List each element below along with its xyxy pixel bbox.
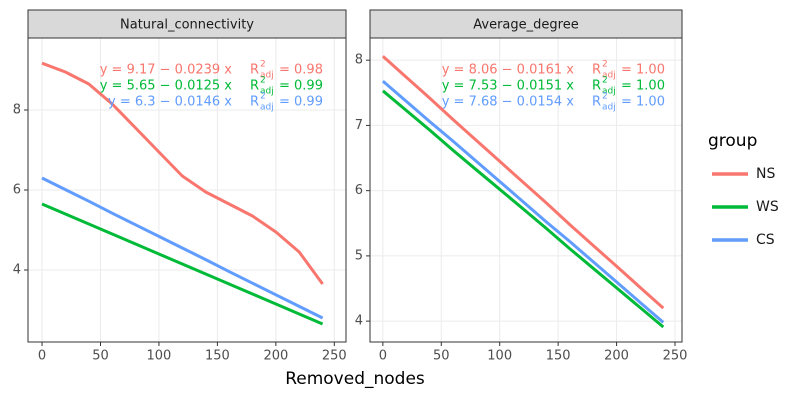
x-axis-label: Removed_nodes	[285, 369, 425, 389]
r2-value: = 0.99	[279, 79, 323, 94]
equation: y = 7.53 − 0.0151 x	[442, 79, 575, 94]
equation: y = 6.3 − 0.0146 x	[108, 95, 232, 110]
trend-line	[381, 55, 665, 310]
r2-symbol: R	[592, 95, 601, 110]
x-tick-label: 0	[379, 349, 387, 364]
x-tick-label: 250	[322, 349, 347, 364]
panel-title: Natural_connectivity	[120, 18, 254, 33]
r2-sub: adj	[260, 71, 274, 81]
panel-border	[369, 37, 683, 343]
r2-value: = 1.00	[621, 63, 665, 78]
legend-title: group	[708, 131, 757, 151]
trend-line	[381, 79, 665, 324]
x-tick-label: 100	[487, 349, 512, 364]
y-tick-label: 4	[355, 314, 363, 329]
panel-border	[27, 37, 347, 343]
x-tick-label: 50	[433, 349, 450, 364]
r2-value: = 1.00	[621, 79, 665, 94]
trend-line	[41, 202, 324, 326]
y-tick-label: 4	[13, 263, 21, 278]
r2-symbol: R	[250, 79, 259, 94]
legend-label: NS	[756, 166, 775, 182]
trend-line	[41, 176, 324, 320]
r2-value: = 0.99	[279, 95, 323, 110]
r2-sup: 2	[260, 92, 266, 102]
equation: y = 5.65 − 0.0125 x	[100, 79, 233, 94]
r2-value: = 1.00	[621, 95, 665, 110]
r2-sup: 2	[260, 76, 266, 86]
equation: y = 8.06 − 0.0161 x	[442, 63, 575, 78]
r2-symbol: R	[250, 95, 259, 110]
r2-sup: 2	[602, 76, 608, 86]
r2-sub: adj	[260, 87, 274, 97]
y-tick-label: 8	[13, 103, 21, 118]
x-tick-label: 150	[205, 349, 230, 364]
x-tick-label: 250	[663, 349, 688, 364]
r2-sup: 2	[260, 60, 266, 70]
y-tick-label: 5	[355, 248, 363, 263]
x-tick-label: 200	[604, 349, 629, 364]
equation: y = 7.68 − 0.0154 x	[442, 95, 575, 110]
trend-line	[41, 61, 324, 285]
x-tick-label: 50	[92, 349, 109, 364]
r2-symbol: R	[250, 63, 259, 78]
equation: y = 9.17 − 0.0239 x	[100, 63, 233, 78]
r2-value: = 0.98	[279, 63, 323, 78]
legend-label: CS	[756, 232, 775, 248]
y-tick-label: 8	[355, 53, 363, 68]
r2-sup: 2	[602, 92, 608, 102]
y-tick-label: 6	[355, 183, 363, 198]
x-tick-label: 100	[147, 349, 172, 364]
r2-sub: adj	[260, 103, 274, 113]
r2-symbol: R	[592, 63, 601, 78]
panel-title: Average_degree	[473, 18, 578, 33]
x-tick-label: 150	[546, 349, 571, 364]
strip	[369, 9, 683, 39]
r2-sup: 2	[602, 60, 608, 70]
r2-sub: adj	[602, 87, 616, 97]
y-tick-label: 6	[13, 183, 21, 198]
x-tick-label: 0	[38, 349, 46, 364]
r2-sub: adj	[602, 71, 616, 81]
panel	[370, 38, 682, 342]
legend-label: WS	[756, 199, 779, 215]
strip	[27, 9, 347, 39]
r2-sub: adj	[602, 103, 616, 113]
trend-line	[381, 89, 665, 329]
x-tick-label: 200	[263, 349, 288, 364]
r2-symbol: R	[592, 79, 601, 94]
y-tick-label: 7	[355, 118, 363, 133]
